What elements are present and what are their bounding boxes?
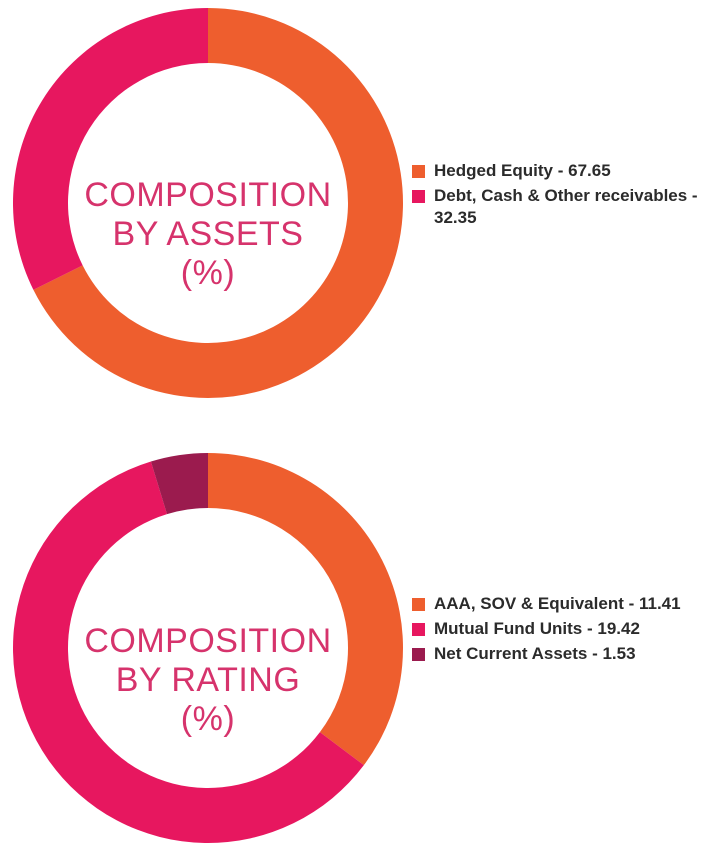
legend-label: Debt, Cash & Other receivables - 32.35 (434, 186, 698, 227)
donut-slice-1 (12, 8, 208, 290)
legend-label: Mutual Fund Units - 19.42 (434, 619, 640, 638)
legend-label: AAA, SOV & Equivalent - 11.41 (434, 594, 681, 613)
assets-donut (12, 8, 404, 398)
legend-item-mutual-fund-units: Mutual Fund Units - 19.42 (412, 618, 712, 640)
rating-title-line-1: COMPOSITION (84, 622, 332, 660)
assets-title-line-1: COMPOSITION (84, 176, 332, 214)
assets-composition-chart: COMPOSITION BY ASSETS (%) Hedged Equity … (0, 0, 715, 410)
rating-title-line-3: (%) (180, 700, 236, 738)
legend-swatch (412, 623, 425, 636)
legend-swatch (412, 598, 425, 611)
legend-item-debt-cash: Debt, Cash & Other receivables - 32.35 (412, 185, 712, 229)
rating-legend: AAA, SOV & Equivalent - 11.41 Mutual Fun… (412, 593, 712, 668)
assets-title-line-2: BY ASSETS (112, 215, 304, 253)
legend-label: Hedged Equity - 67.65 (434, 161, 611, 180)
assets-title-line-3: (%) (180, 254, 236, 292)
rating-donut (13, 453, 404, 843)
donut-slice-2 (150, 453, 208, 515)
assets-legend: Hedged Equity - 67.65 Debt, Cash & Other… (412, 160, 712, 232)
legend-item-net-current-assets: Net Current Assets - 1.53 (412, 643, 712, 665)
rating-center-title: COMPOSITION BY RATING (%) (58, 622, 358, 739)
donut-slice-1 (13, 461, 364, 843)
assets-center-title: COMPOSITION BY ASSETS (%) (58, 176, 358, 293)
donut-slice-0 (208, 453, 404, 766)
legend-swatch (412, 648, 425, 661)
legend-item-aaa-sov: AAA, SOV & Equivalent - 11.41 (412, 593, 712, 615)
donut-slice-0 (33, 8, 404, 398)
legend-item-hedged-equity: Hedged Equity - 67.65 (412, 160, 712, 182)
legend-swatch (412, 165, 425, 178)
rating-composition-chart: COMPOSITION BY RATING (%) AAA, SOV & Equ… (0, 445, 715, 851)
rating-title-line-2: BY RATING (115, 661, 301, 699)
legend-label: Net Current Assets - 1.53 (434, 644, 636, 663)
legend-swatch (412, 190, 425, 203)
